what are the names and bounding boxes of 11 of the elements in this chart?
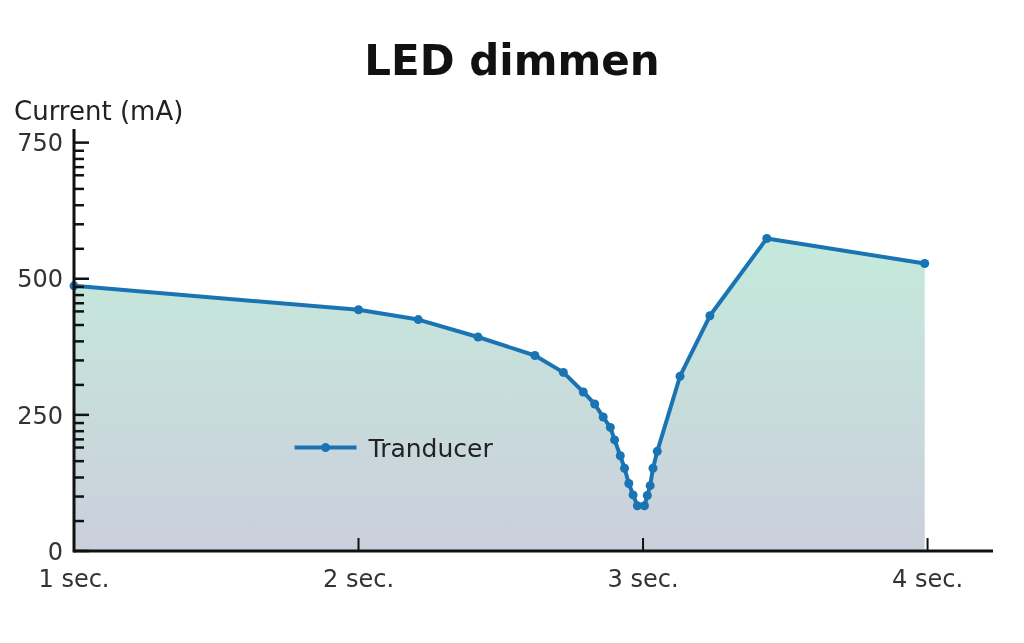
x-tick-label: 3 sec. — [607, 565, 679, 593]
x-tick-label: 4 sec. — [892, 565, 964, 593]
y-tick-label: 750 — [17, 129, 63, 158]
legend-label: Tranducer — [367, 433, 494, 463]
x-tick-label: 2 sec. — [323, 565, 395, 593]
y-axis-title: Current (mA) — [14, 96, 184, 126]
chart-title: LED dimmen — [364, 36, 660, 85]
y-tick-label: 0 — [47, 537, 63, 566]
y-tick-label: 500 — [17, 265, 63, 294]
y-tick-label: 250 — [17, 401, 63, 430]
x-tick-label: 1 sec. — [38, 565, 110, 593]
